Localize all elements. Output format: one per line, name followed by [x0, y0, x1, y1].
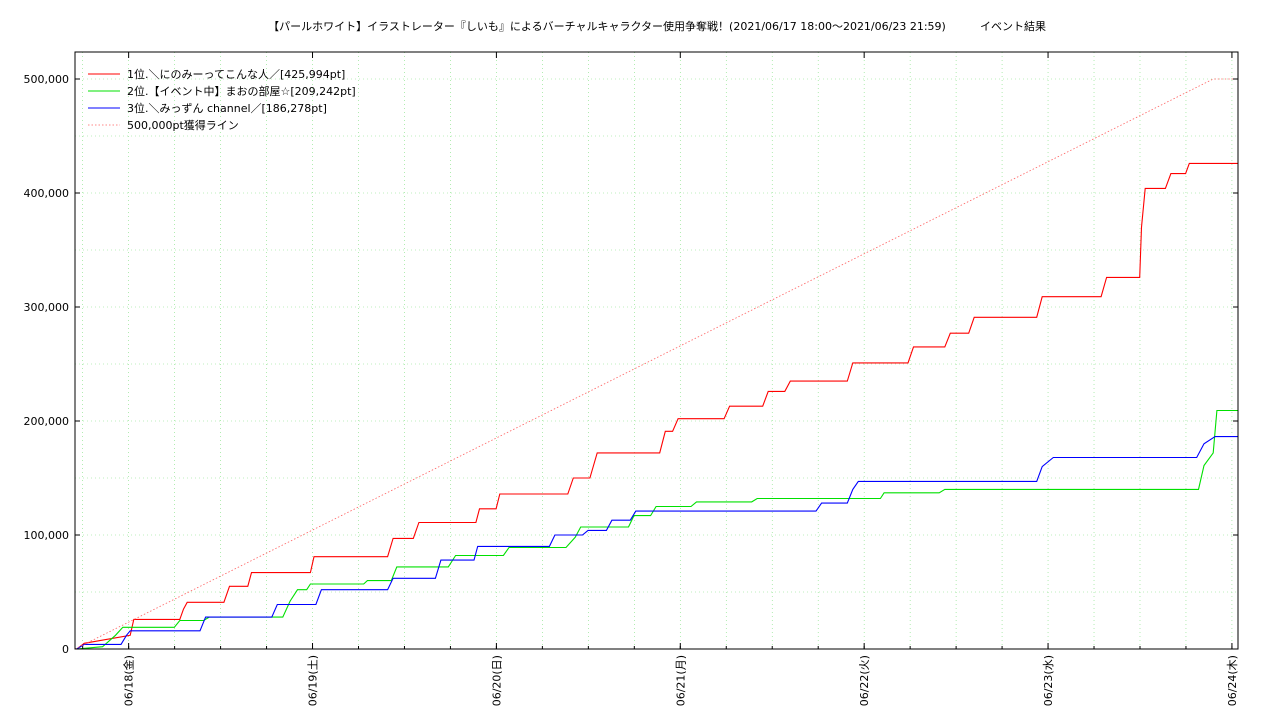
y-tick-label: 100,000 — [24, 529, 70, 542]
x-tick-label: 06/24(木) — [1226, 655, 1239, 706]
legend-label: 3位.＼みっずん channel／[186,278pt] — [127, 101, 327, 115]
x-tick-label: 06/23(水) — [1042, 655, 1055, 706]
legend-label: 1位.＼にのみーってこんな人／[425,994pt] — [127, 67, 345, 81]
x-tick-label: 06/21(月) — [674, 655, 687, 706]
y-tick-label: 0 — [62, 643, 69, 656]
x-tick-label: 06/20(日) — [490, 655, 503, 706]
grid-layer — [75, 52, 1238, 650]
series-layer — [74, 78, 1238, 650]
legend-label: 500,000pt獲得ライン — [127, 119, 239, 132]
series-line-4 — [74, 78, 1238, 650]
legend: 1位.＼にのみーってこんな人／[425,994pt] 2位.【イベント中】まおの部… — [88, 67, 356, 132]
tick-layer: 0 100,000 200,000 300,000 400,000 500,000 06/1… — [24, 52, 1239, 706]
y-tick-label: 300,000 — [24, 301, 70, 314]
y-tick-label: 200,000 — [24, 415, 70, 428]
x-tick-label: 06/18(金) — [122, 655, 136, 706]
series-line-2 — [76, 409, 1238, 650]
x-tick-label: 06/22(火) — [858, 655, 871, 706]
x-tick-label: 06/19(土) — [307, 655, 320, 706]
y-tick-label: 500,000 — [24, 73, 70, 86]
legend-label: 2位.【イベント中】まおの部屋☆[209,242pt] — [127, 84, 356, 98]
chart-title: 【パールホワイト】イラストレーター『しいも』によるバーチャルキャラクター使用争奪… — [268, 19, 946, 33]
series-line-3 — [76, 436, 1238, 650]
chart-subtitle: イベント結果 — [980, 19, 1046, 33]
series-line-1 — [76, 162, 1238, 650]
y-tick-label: 400,000 — [24, 187, 70, 200]
plot-frame — [74, 51, 1239, 650]
